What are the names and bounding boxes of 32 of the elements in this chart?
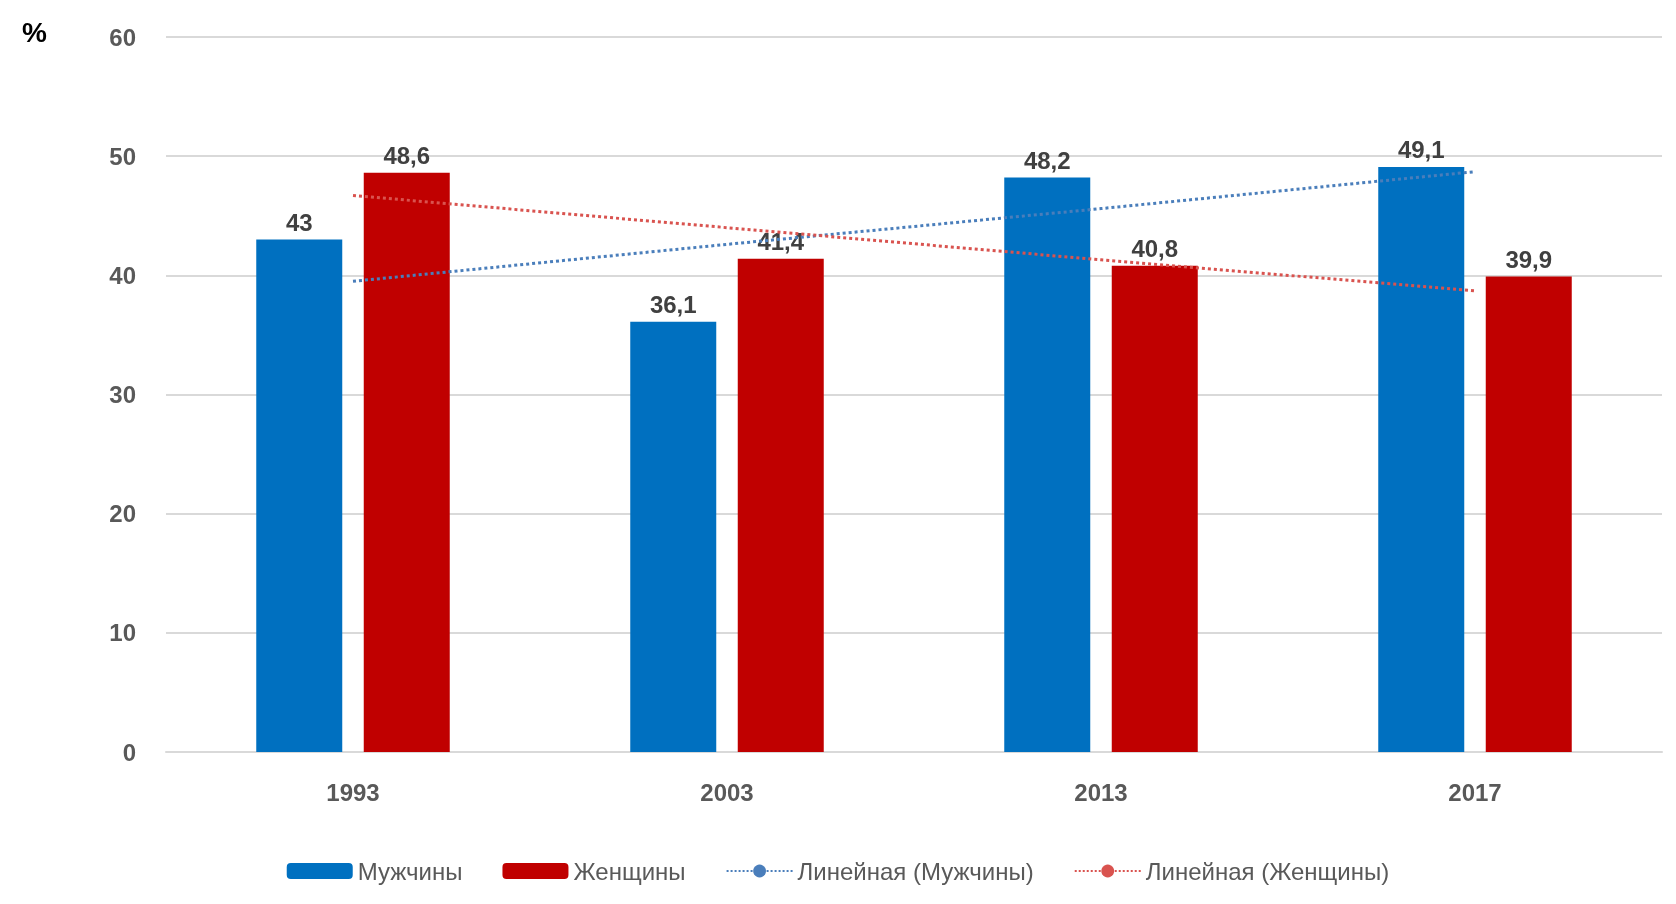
y-tick-label: 20	[109, 500, 136, 528]
bar	[363, 172, 450, 752]
x-tick-label: 2017	[1448, 778, 1502, 806]
legend-label: Женщины	[573, 857, 686, 885]
bar	[1378, 166, 1465, 752]
bar	[1111, 265, 1198, 752]
x-tick-label: 2013	[1074, 778, 1128, 806]
line-series	[351, 193, 1477, 293]
x-tick-label: 1993	[326, 778, 380, 806]
legend-label: Мужчины	[357, 857, 463, 885]
data-label: 39,9	[1505, 246, 1553, 274]
y-tick-label: 10	[109, 619, 136, 647]
data-label: 43	[285, 209, 313, 237]
y-tick-label: 0	[122, 738, 136, 766]
bar	[1004, 177, 1091, 752]
bar	[737, 258, 824, 752]
bar	[630, 321, 717, 752]
legend-label: Линейная (Мужчины)	[797, 857, 1034, 885]
data-label: 48,6	[383, 142, 431, 170]
bar	[256, 239, 343, 752]
data-label: 48,2	[1023, 147, 1071, 175]
y-tick-label: 30	[109, 381, 136, 408]
y-axis-title: %	[22, 16, 47, 48]
x-tick-label: 2003	[700, 778, 754, 806]
legend-label: Линейная (Женщины)	[1145, 857, 1390, 885]
data-label: 36,1	[649, 291, 697, 319]
bar	[1485, 276, 1572, 752]
y-tick-label: 60	[109, 23, 136, 51]
data-label: 49,1	[1397, 136, 1445, 164]
data-label: 40,8	[1131, 235, 1179, 263]
y-tick-label: 50	[109, 142, 136, 170]
y-tick-label: 40	[109, 261, 136, 289]
